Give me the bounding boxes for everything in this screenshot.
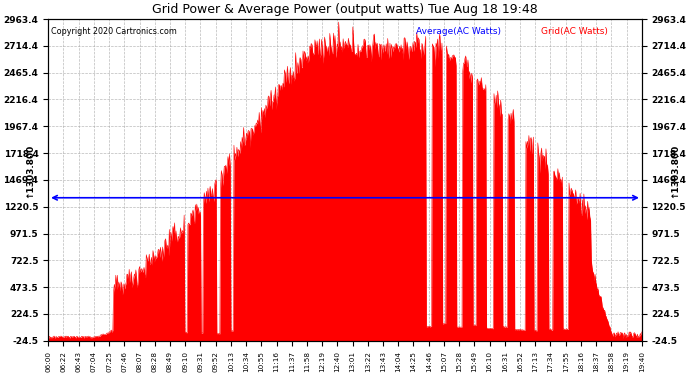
Text: ↑1303.800: ↑1303.800 — [26, 144, 34, 198]
Text: Grid(AC Watts): Grid(AC Watts) — [541, 27, 608, 36]
Text: Average(AC Watts): Average(AC Watts) — [416, 27, 501, 36]
Title: Grid Power & Average Power (output watts) Tue Aug 18 19:48: Grid Power & Average Power (output watts… — [152, 3, 538, 16]
Text: Copyright 2020 Cartronics.com: Copyright 2020 Cartronics.com — [51, 27, 177, 36]
Text: ↑1303.800: ↑1303.800 — [670, 144, 679, 198]
